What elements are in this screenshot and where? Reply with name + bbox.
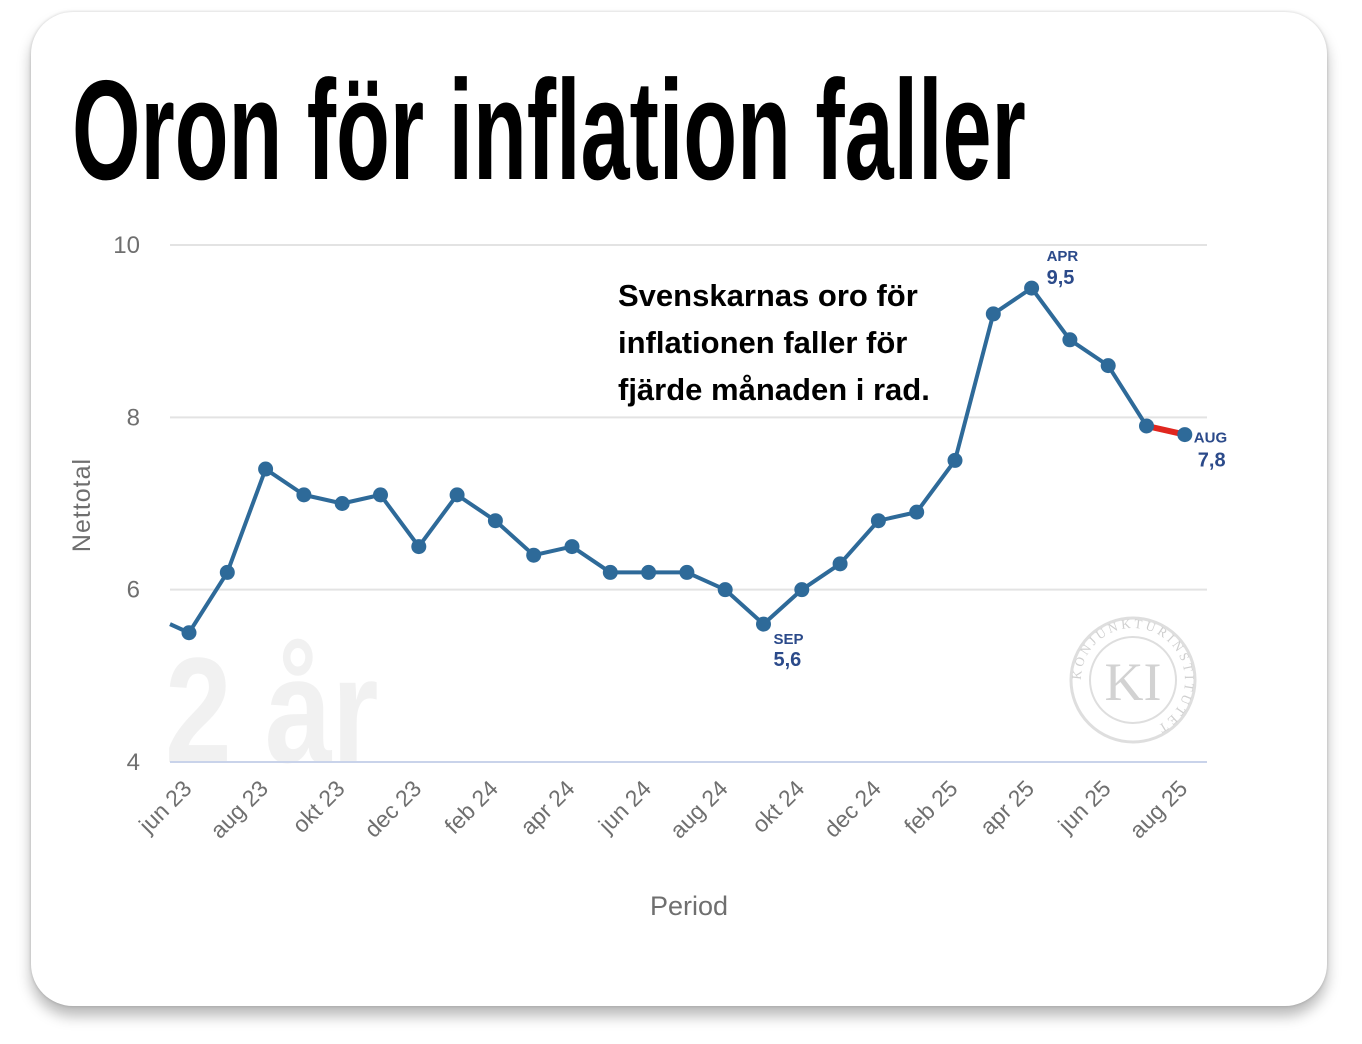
annotation-month-label: APR bbox=[1047, 248, 1079, 265]
data-point bbox=[334, 496, 350, 511]
x-tick-label: feb 24 bbox=[439, 775, 503, 839]
x-tick-label: aug 25 bbox=[1124, 775, 1192, 843]
data-point bbox=[219, 564, 235, 580]
y-tick-label: 4 bbox=[127, 749, 140, 776]
data-point bbox=[487, 513, 503, 529]
annotation-line-2: inflationen faller för bbox=[618, 325, 907, 360]
x-tick-label: aug 24 bbox=[665, 775, 733, 843]
x-tick-label: jun 24 bbox=[593, 775, 657, 839]
x-tick-label: apr 24 bbox=[515, 775, 580, 840]
data-point bbox=[602, 564, 618, 580]
data-point bbox=[296, 487, 312, 503]
annotation-value-label: 7,8 bbox=[1198, 450, 1226, 472]
data-point bbox=[985, 306, 1001, 322]
y-axis-title: Nettotal bbox=[68, 458, 96, 552]
ki-logo-initials: KI bbox=[1105, 652, 1162, 712]
chart-card bbox=[31, 12, 1327, 1006]
x-tick-label: okt 24 bbox=[747, 775, 810, 838]
annotation-month-label: AUG bbox=[1194, 430, 1227, 447]
data-point bbox=[1062, 332, 1078, 348]
data-point bbox=[526, 547, 542, 563]
x-tick-label: jun 25 bbox=[1052, 775, 1115, 838]
data-point bbox=[1100, 358, 1116, 374]
annotation-month-label: SEP bbox=[774, 631, 804, 648]
data-point bbox=[564, 539, 580, 555]
data-point bbox=[794, 582, 810, 598]
x-tick-label: apr 25 bbox=[975, 775, 1040, 840]
data-point bbox=[181, 625, 197, 641]
data-point bbox=[909, 504, 925, 520]
data-point bbox=[1024, 280, 1040, 296]
data-point bbox=[870, 513, 886, 529]
chart-annotation: Svenskarnas oro för inflationen faller f… bbox=[618, 278, 930, 407]
data-point bbox=[1177, 427, 1193, 443]
data-point bbox=[641, 564, 657, 580]
annotation-line-1: Svenskarnas oro för bbox=[618, 278, 918, 313]
annotation-line-3: fjärde månaden i rad. bbox=[618, 372, 930, 407]
data-point bbox=[947, 452, 963, 468]
annotation-value-label: 9,5 bbox=[1047, 267, 1075, 289]
data-point bbox=[411, 539, 427, 555]
data-point bbox=[756, 616, 771, 632]
data-point bbox=[449, 487, 465, 503]
x-tick-label: feb 25 bbox=[899, 775, 963, 839]
data-point bbox=[1139, 418, 1154, 434]
data-point bbox=[832, 556, 848, 572]
data-point bbox=[679, 564, 695, 580]
y-tick-label: 8 bbox=[127, 404, 140, 431]
period-watermark: 2 år bbox=[165, 626, 379, 794]
ki-logo: KI KONJUNKTURINSTITUTET bbox=[1069, 616, 1197, 744]
y-tick-label: 6 bbox=[127, 577, 140, 604]
annotation-value-label: 5,6 bbox=[774, 649, 802, 671]
y-tick-label: 10 bbox=[113, 232, 140, 259]
data-point bbox=[717, 582, 733, 598]
x-axis-title: Period bbox=[650, 891, 728, 921]
x-tick-label: dec 24 bbox=[819, 775, 886, 842]
data-point bbox=[258, 461, 274, 477]
data-point bbox=[373, 487, 388, 503]
